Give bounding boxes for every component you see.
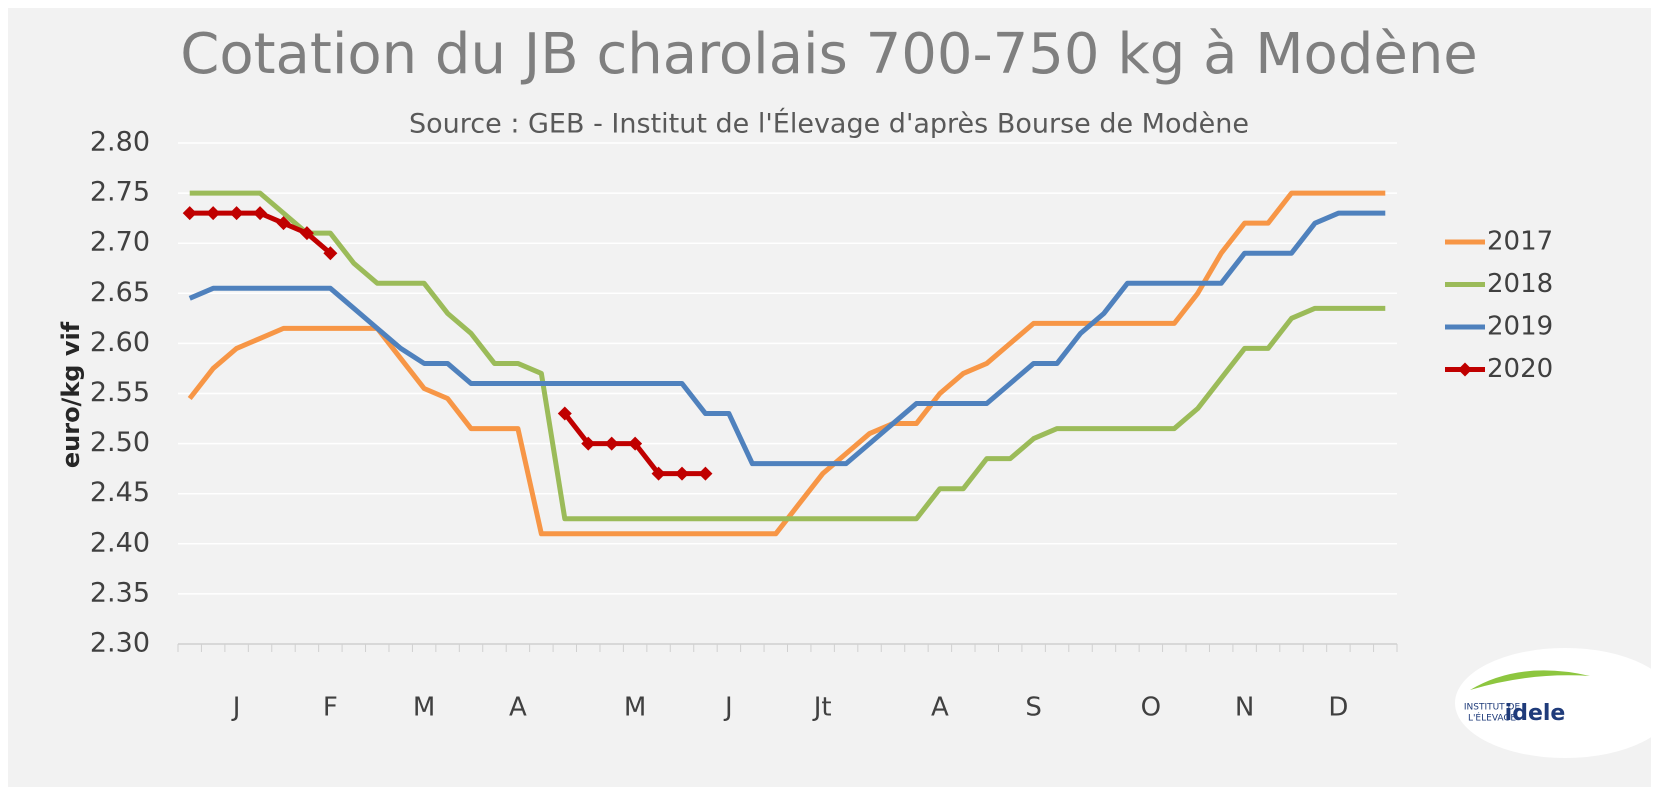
chart-subtitle: Source : GEB - Institut de l'Élevage d'a…	[409, 108, 1249, 140]
data-point	[276, 216, 291, 231]
data-point	[323, 246, 338, 261]
x-tick-label: F	[323, 693, 338, 723]
x-tick-label: Jt	[812, 693, 832, 723]
x-tick-label: J	[723, 693, 733, 723]
legend-marker	[1458, 362, 1472, 377]
logo-swoosh	[1470, 670, 1590, 690]
data-point	[651, 466, 666, 481]
chart-title: Cotation du JB charolais 700-750 kg à Mo…	[180, 22, 1478, 87]
legend-label: 2018	[1487, 269, 1553, 299]
data-point	[581, 436, 596, 451]
data-point	[675, 466, 690, 481]
logo-text: INSTITUT DE	[1464, 703, 1521, 713]
y-tick-label: 2.30	[90, 628, 150, 659]
legend-label: 2020	[1487, 354, 1553, 384]
data-point	[206, 206, 221, 221]
x-tick-label: D	[1328, 693, 1348, 723]
x-tick-label: N	[1235, 693, 1254, 723]
y-tick-label: 2.60	[90, 327, 150, 358]
data-point	[182, 206, 197, 221]
y-tick-label: 2.40	[90, 527, 150, 558]
y-tick-label: 2.75	[90, 177, 150, 208]
y-tick-label: 2.35	[90, 577, 150, 608]
x-tick-label: A	[509, 693, 527, 723]
y-tick-label: 2.45	[90, 477, 150, 508]
data-point	[698, 466, 713, 481]
y-tick-label: 2.55	[90, 377, 150, 408]
logo-text: L'ÉLEVAGE	[1468, 712, 1516, 724]
chart-background	[8, 8, 1651, 787]
x-tick-label: M	[413, 693, 435, 723]
data-point	[628, 436, 643, 451]
logo-brand: idele	[1505, 701, 1566, 726]
x-tick-label: A	[931, 693, 949, 723]
x-tick-label: M	[624, 693, 646, 723]
y-tick-label: 2.70	[90, 227, 150, 258]
series-line	[188, 210, 1386, 467]
y-tick-label: 2.80	[90, 127, 150, 158]
legend-label: 2019	[1487, 312, 1553, 342]
data-point	[557, 406, 572, 421]
data-point	[604, 436, 619, 451]
x-tick-label: O	[1141, 693, 1161, 723]
data-point	[229, 206, 244, 221]
legend-label: 2017	[1487, 227, 1553, 257]
logo: INSTITUT DE L'ÉLEVAGE idele	[1455, 648, 1659, 758]
series-line	[189, 190, 1386, 522]
data-point	[299, 226, 314, 241]
y-axis-label: euro/kg vif	[57, 321, 85, 468]
x-tick-label: S	[1025, 693, 1042, 723]
y-tick-label: 2.65	[90, 277, 150, 308]
data-point	[253, 206, 268, 221]
x-tick-label: J	[231, 693, 241, 723]
y-tick-label: 2.50	[90, 427, 150, 458]
